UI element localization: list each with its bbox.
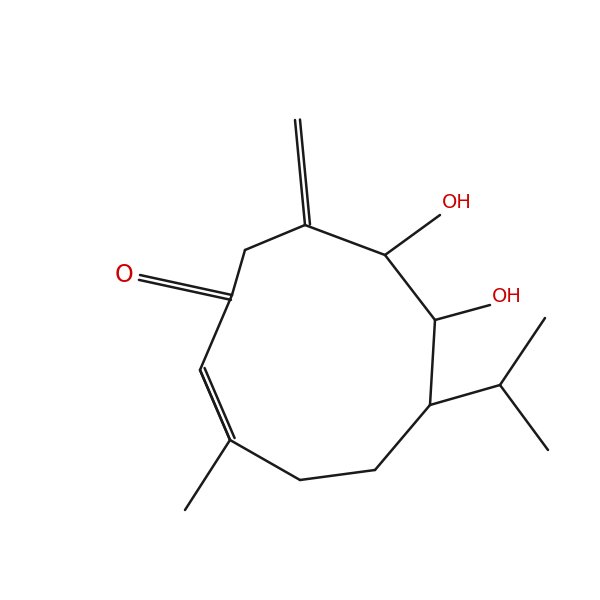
Text: OH: OH xyxy=(442,193,472,212)
Text: OH: OH xyxy=(492,287,522,307)
Text: O: O xyxy=(115,263,133,287)
